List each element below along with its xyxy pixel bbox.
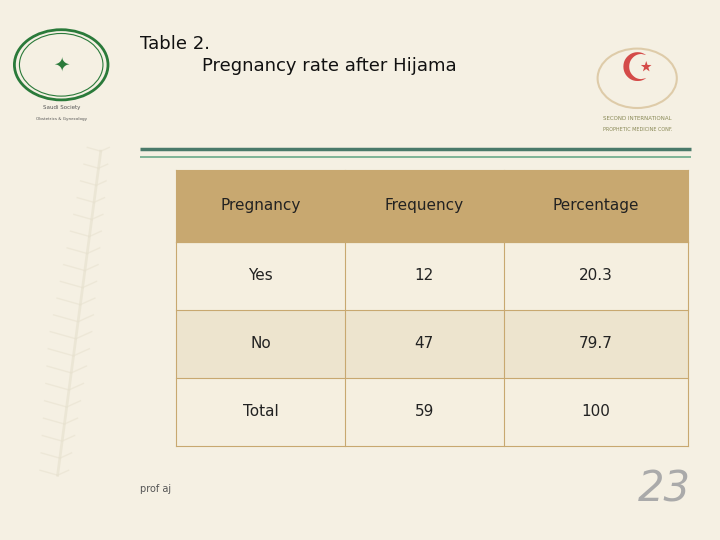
Text: Percentage: Percentage [552,198,639,213]
Text: 79.7: 79.7 [579,336,613,351]
Text: prof aj: prof aj [140,484,171,494]
Text: 59: 59 [415,404,434,419]
Text: 20.3: 20.3 [579,268,613,283]
Text: Yes: Yes [248,268,273,283]
Text: Frequency: Frequency [384,198,464,213]
Bar [176,170,688,242]
Text: Obstetrics & Gynecology: Obstetrics & Gynecology [35,117,87,121]
Text: Total: Total [243,404,279,419]
Text: Pregnancy: Pregnancy [220,198,301,213]
Text: 12: 12 [415,268,434,283]
Text: ✦: ✦ [53,55,69,75]
Text: 23: 23 [638,468,691,510]
Bar [176,242,688,309]
Text: 100: 100 [581,404,610,419]
Text: 47: 47 [415,336,434,351]
Text: Saudi Society: Saudi Society [42,105,80,111]
Text: No: No [251,336,271,351]
Text: SECOND INTERNATIONAL: SECOND INTERNATIONAL [603,116,672,122]
Text: Table 2.: Table 2. [140,35,210,53]
Text: PROPHETIC MEDICINE CONF.: PROPHETIC MEDICINE CONF. [603,127,672,132]
Bar [176,309,688,377]
Text: ☪: ☪ [620,51,654,89]
Bar [176,377,688,446]
Text: Pregnancy rate after Hijama: Pregnancy rate after Hijama [202,57,456,75]
